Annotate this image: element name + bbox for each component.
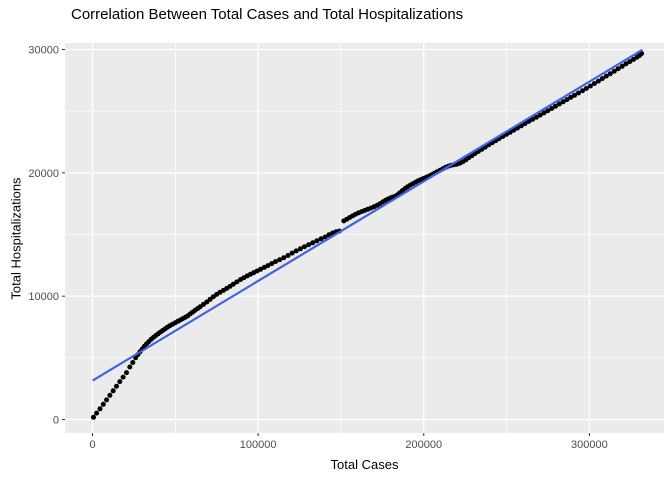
data-point [124,370,129,376]
data-point [627,59,633,65]
x-axis-title: Total Cases [330,457,399,472]
y-tick-label: 20000 [28,168,59,180]
data-point [269,261,275,267]
data-point [310,240,316,246]
data-point [104,397,110,403]
data-point [607,71,613,77]
data-point [587,83,593,89]
data-point [289,250,295,256]
data-point [314,238,320,244]
x-tick-label: 0 [89,439,95,451]
data-point [234,279,240,285]
data-point [297,246,303,252]
data-point [595,78,601,84]
data-point [564,97,570,103]
data-point [599,76,605,82]
y-tick-label: 30000 [28,45,59,57]
x-tick-label: 300000 [571,439,608,451]
regression-line [92,49,643,382]
data-point [97,406,103,412]
data-point [580,88,585,94]
data-point [615,66,621,72]
data-point [114,383,119,389]
data-point [530,116,536,122]
data-point [553,103,558,109]
data-point [549,106,555,111]
data-point [572,92,577,98]
data-point [306,242,312,248]
data-point [603,73,609,79]
data-point [117,379,123,385]
data-point [619,63,625,69]
data-point [107,392,113,398]
data-point [533,114,539,120]
data-point [568,94,574,100]
data-point [576,90,581,96]
data-point [591,81,597,86]
data-point [285,253,291,258]
data-point [556,101,562,107]
data-point [318,236,324,242]
data-point [230,281,236,287]
data-point [583,85,589,91]
data-point [322,234,328,240]
data-point [110,388,116,394]
data-point [94,410,100,416]
data-point [537,112,543,118]
x-tick-label: 100000 [240,439,277,451]
data-point [100,401,106,407]
data-point [204,299,210,305]
data-point [611,68,617,74]
y-axis-title: Total Hospitalizations [8,177,24,300]
data-point [277,257,283,263]
data-point [545,108,551,114]
data-point [281,255,287,261]
y-tick-label: 0 [53,415,59,427]
data-point [258,266,264,272]
x-tick-label: 200000 [405,439,442,451]
plot-title: Correlation Between Total Cases and Tota… [71,6,464,23]
data-point [130,360,136,365]
data-point [326,232,332,238]
data-point [623,61,629,67]
data-point [273,259,278,265]
data-point [127,364,133,370]
data-point [265,263,271,269]
data-point [293,248,299,254]
data-point [120,374,126,380]
data-point [560,99,566,105]
data-point [91,414,96,420]
data-point [541,110,547,116]
data-point [302,244,307,250]
y-tick-label: 10000 [28,291,59,303]
plot-panel [65,43,664,433]
